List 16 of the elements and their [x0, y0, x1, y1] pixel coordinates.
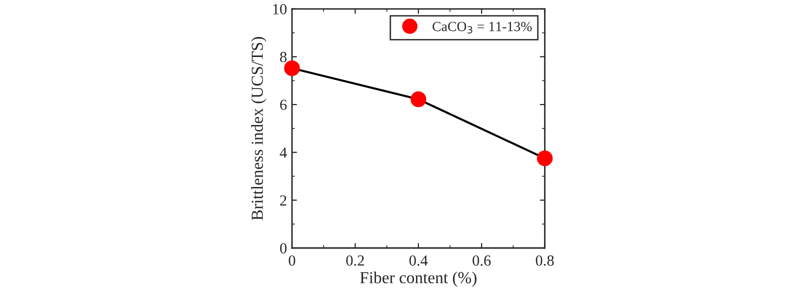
- legend-label: CaCO$_{3}$ = 11-13%: [432, 22, 532, 34]
- x-tick-label: 0.4: [409, 255, 428, 266]
- x-tick-label: 0: [288, 255, 296, 266]
- y-tick-label: 4: [280, 148, 287, 158]
- x-tick-label: 0.8: [536, 255, 554, 266]
- y-tick-label: 2: [280, 195, 286, 206]
- y-tick-label: 10: [273, 4, 287, 14]
- point: [410, 91, 426, 108]
- x-tick-label: 0.2: [346, 255, 364, 266]
- y-axis-title: Brittleness index (UCS/TS): [251, 37, 266, 220]
- y-tick-label: 0: [280, 243, 287, 254]
- x-tick-label: 0.6: [472, 255, 491, 266]
- y-tick-label: 6: [280, 100, 287, 110]
- x-axis-title: Fiber content (%): [360, 272, 476, 287]
- point: [536, 150, 553, 166]
- y-tick-label: 8: [280, 52, 287, 62]
